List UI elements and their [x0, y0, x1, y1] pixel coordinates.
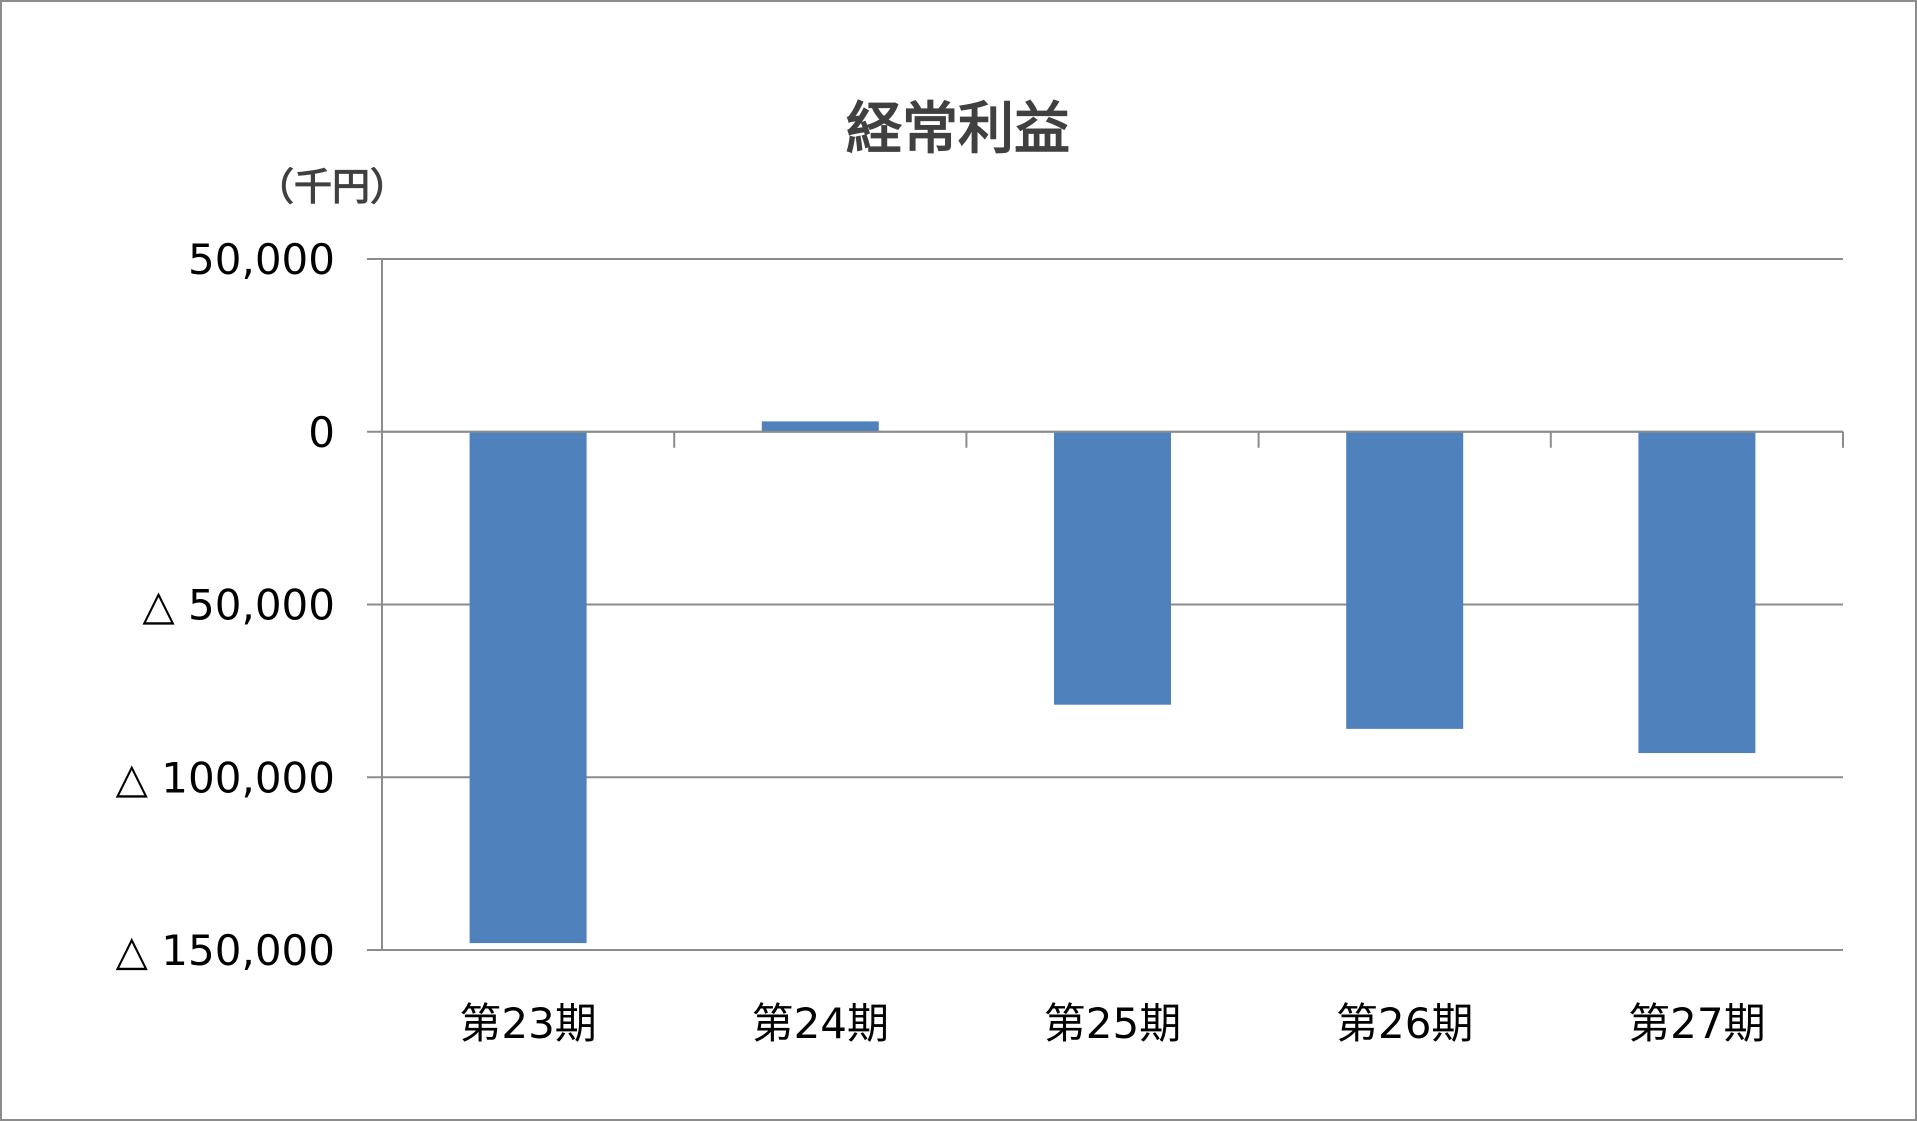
- y-tick-label: △ 150,000: [116, 926, 335, 975]
- y-tick-label: 0: [308, 408, 335, 457]
- y-tick-label: △ 50,000: [142, 581, 335, 630]
- y-tick-label: △ 100,000: [116, 753, 335, 802]
- x-tick-label: 第26期: [1336, 999, 1473, 1048]
- x-tick-labels: 第23期 第24期 第25期 第26期 第27期: [459, 999, 1765, 1048]
- y-tick-label: 50,000: [188, 235, 335, 284]
- x-tick-label: 第25期: [1044, 999, 1181, 1048]
- x-tick-label: 第27期: [1628, 999, 1765, 1048]
- y-unit-label: （千円）: [256, 165, 408, 209]
- bar: [1054, 431, 1171, 705]
- axes: [367, 258, 1844, 951]
- bar: [469, 431, 587, 944]
- bar: [1346, 431, 1464, 729]
- x-tick-label: 第23期: [459, 999, 596, 1048]
- bar: [1638, 431, 1756, 754]
- chart-title: 経常利益: [846, 97, 1070, 162]
- bar: [761, 421, 879, 432]
- bars: [469, 421, 1756, 944]
- y-tick-labels: 50,000 0 △ 50,000 △ 100,000 △ 150,000: [116, 235, 335, 975]
- x-tick-label: 第24期: [752, 999, 889, 1048]
